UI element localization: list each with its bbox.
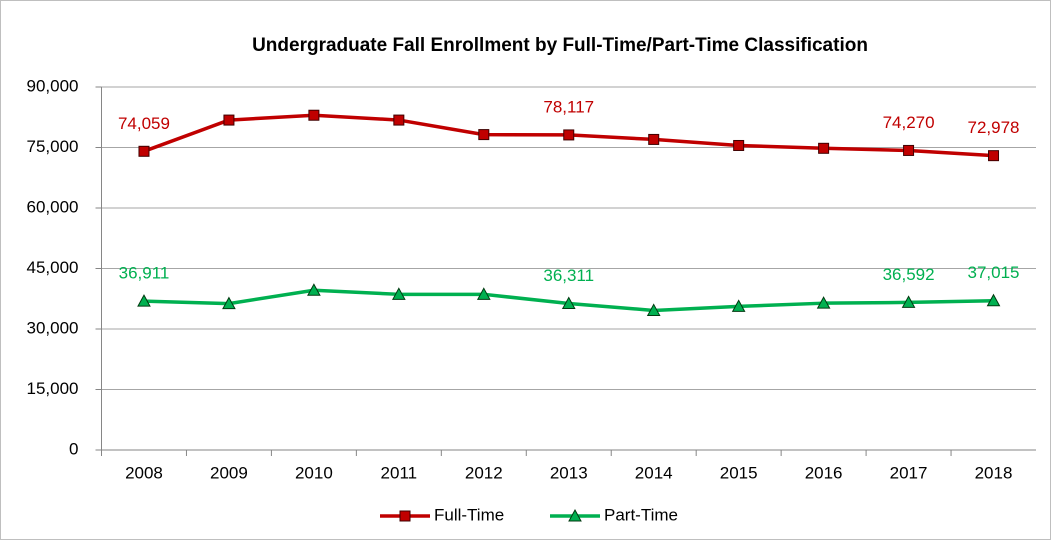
legend-marker (568, 508, 582, 522)
chart-title: Undergraduate Fall Enrollment by Full-Ti… (252, 35, 868, 56)
x-tick-label: 2011 (381, 463, 418, 482)
legend-label: Full-Time (434, 505, 504, 524)
point-marker (222, 296, 236, 310)
point-marker (731, 299, 746, 312)
point-marker (478, 129, 490, 141)
point-marker (903, 144, 915, 156)
y-tick-label: 75,000 (27, 137, 79, 156)
point-marker (223, 114, 235, 126)
y-tick-label: 90,000 (27, 76, 79, 95)
point-marker (988, 150, 1000, 162)
point-marker (138, 145, 150, 157)
data-label: 78,117 (543, 97, 594, 116)
x-tick-label: 2015 (720, 463, 758, 482)
point-marker (646, 303, 661, 316)
x-tick-label: 2013 (550, 463, 588, 482)
point-marker (818, 142, 830, 154)
data-label: 36,911 (119, 264, 170, 283)
point-marker (648, 133, 660, 145)
y-tick-label: 0 (69, 439, 78, 458)
point-marker (733, 139, 745, 151)
point-marker (393, 114, 405, 126)
x-tick-label: 2012 (465, 463, 503, 482)
point-marker (307, 283, 321, 296)
y-tick-label: 60,000 (27, 197, 79, 216)
y-tick-label: 45,000 (27, 258, 79, 277)
x-tick-label: 2008 (125, 463, 163, 482)
x-tick-label: 2017 (890, 463, 928, 482)
point-marker (563, 129, 575, 141)
legend-marker (399, 510, 411, 522)
y-tick-label: 15,000 (27, 379, 79, 398)
point-marker (137, 294, 151, 307)
point-marker (308, 109, 320, 121)
x-tick-label: 2018 (975, 463, 1013, 482)
data-label: 74,270 (883, 113, 935, 132)
point-marker (391, 287, 406, 300)
point-marker (816, 296, 831, 309)
point-marker (561, 296, 576, 310)
x-tick-label: 2010 (295, 463, 333, 482)
data-label: 72,978 (968, 118, 1020, 137)
x-tick-label: 2014 (635, 463, 673, 482)
data-label: 74,059 (118, 114, 170, 133)
point-marker (986, 293, 1001, 307)
data-label: 36,592 (883, 265, 935, 284)
x-tick-label: 2009 (210, 463, 248, 482)
x-tick-label: 2016 (805, 463, 843, 482)
legend-label: Part-Time (604, 505, 678, 524)
data-label: 36,311 (543, 266, 594, 285)
data-label: 37,015 (968, 263, 1020, 282)
point-marker (476, 287, 491, 300)
point-marker (901, 295, 916, 308)
y-tick-label: 30,000 (27, 318, 79, 337)
